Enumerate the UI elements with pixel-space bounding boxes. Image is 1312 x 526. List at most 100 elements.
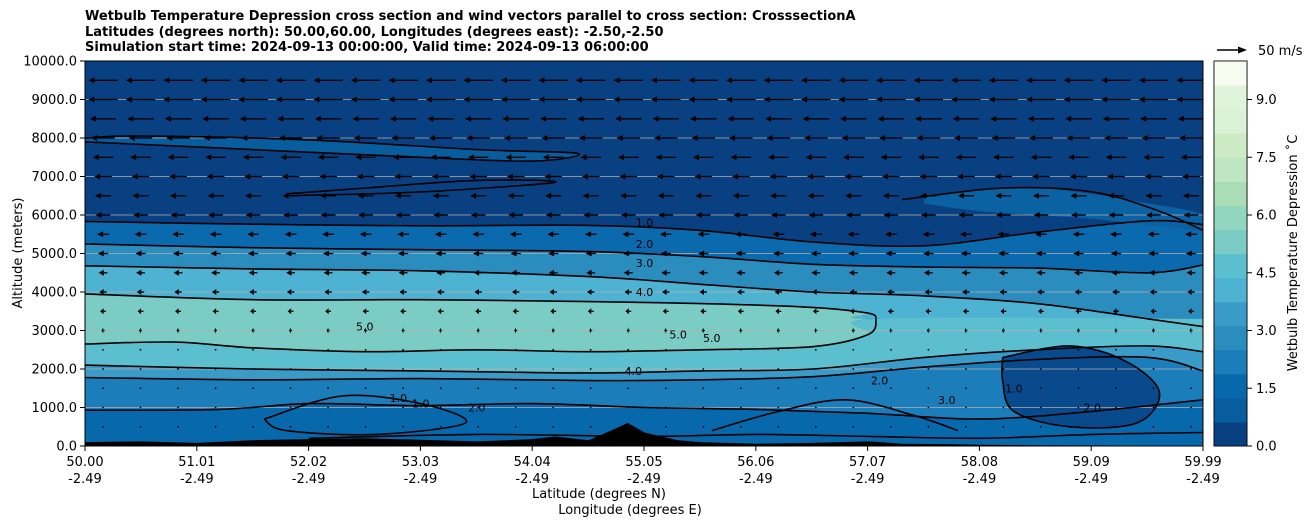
- wind-vector: [664, 425, 667, 428]
- wind-vector-head: [739, 327, 742, 334]
- colorbar-tick-label: 6.0: [1256, 209, 1277, 224]
- wind-vector-head: [737, 289, 742, 295]
- wind-vector-head: [691, 135, 698, 141]
- wind-vector-head: [847, 231, 854, 238]
- wind-vector-head: [512, 289, 517, 295]
- wind-vector-head: [988, 77, 995, 84]
- wind-vector: [1115, 387, 1117, 390]
- x-tick-label-lat: 57.07: [849, 455, 886, 470]
- colorbar-band: [1214, 421, 1247, 447]
- wind-vector: [1077, 348, 1080, 351]
- wind-vector: [589, 387, 592, 390]
- contour-line-1-0: [85, 399, 1203, 420]
- wind-vector-head: [1036, 269, 1042, 276]
- wind-vector-head: [283, 212, 290, 218]
- wind-vector-head: [840, 115, 847, 122]
- x-tick-label-lat: 52.02: [290, 455, 327, 470]
- wind-vector-head: [98, 269, 104, 276]
- y-tick-label: 6000.0: [32, 209, 78, 224]
- wind-vector: [552, 406, 555, 409]
- wind-vector: [1002, 406, 1005, 409]
- wind-vector: [1115, 348, 1117, 351]
- y-tick-label: 4000.0: [32, 286, 78, 301]
- wind-vector: [477, 348, 480, 351]
- contour-line-5-0: [85, 318, 877, 353]
- contour-line-near-surface: [308, 431, 1203, 440]
- x-tick-label-lat: 55.05: [625, 455, 662, 470]
- wind-vector-head: [512, 308, 517, 315]
- wind-vector-head: [701, 327, 704, 334]
- wind-vector-head: [1144, 173, 1151, 180]
- wind-vector-head: [470, 192, 477, 199]
- wind-vector: [814, 406, 817, 409]
- wind-vector: [252, 406, 255, 409]
- wind-vector-head: [166, 135, 173, 141]
- contour-line-tongue: [286, 179, 557, 197]
- wind-vector-head: [802, 115, 809, 122]
- wind-vector-head: [1104, 135, 1111, 141]
- depression-fills: [85, 136, 1203, 446]
- wind-vector-head: [437, 289, 442, 295]
- wind-vector-head: [1189, 327, 1192, 334]
- wind-vector: [702, 425, 705, 428]
- wind-vector: [1190, 406, 1192, 409]
- wind-vector-head: [995, 192, 1002, 199]
- wind-vector-head: [358, 212, 365, 218]
- wind-vector-head: [988, 96, 995, 103]
- wind-vector: [777, 368, 780, 370]
- wind-vector: [965, 406, 967, 409]
- x-tick-label-lon: -2.49: [515, 472, 549, 487]
- contour-label: 1.0: [636, 217, 654, 230]
- wind-vector-head: [886, 269, 892, 276]
- wind-vector-head: [851, 327, 854, 334]
- wind-vector-head: [172, 250, 179, 257]
- wind-vector: [1040, 425, 1042, 428]
- wind-vector-head: [838, 77, 845, 84]
- wind-vector-head: [95, 212, 102, 218]
- wind-vector-head: [996, 212, 1003, 218]
- wind-vector-head: [544, 173, 551, 180]
- wind-vector-head: [352, 115, 359, 122]
- wind-vector-head: [548, 250, 555, 257]
- wind-vector-head: [585, 250, 592, 257]
- wind-vector-head: [391, 135, 398, 141]
- wind-vector-head: [509, 231, 516, 238]
- wind-vector-head: [275, 96, 282, 103]
- x-tick-label-lat: 58.08: [961, 455, 998, 470]
- wind-vector: [1152, 406, 1155, 409]
- quiver-key-label: 50 m/s: [1258, 44, 1303, 59]
- wind-vector-head: [511, 269, 517, 276]
- wind-vector-head: [1148, 250, 1155, 257]
- wind-vector: [214, 425, 217, 428]
- wind-vector-head: [545, 192, 552, 199]
- wind-vector-head: [920, 192, 927, 199]
- wind-vector: [177, 387, 179, 390]
- wind-vector-head: [169, 173, 176, 180]
- wind-vector-head: [319, 173, 326, 180]
- wind-vector-head: [997, 231, 1004, 238]
- wind-vector: [139, 406, 142, 409]
- wind-vector: [364, 368, 367, 370]
- wind-vector-head: [587, 289, 592, 295]
- wind-vector: [1077, 368, 1080, 370]
- wind-vector-head: [1038, 308, 1042, 315]
- wind-vector-head: [1146, 212, 1153, 218]
- wind-vector-head: [241, 135, 248, 141]
- wind-vector-head: [994, 173, 1001, 180]
- x-tick-label-lat: 53.03: [402, 455, 439, 470]
- wind-vector-head: [577, 115, 584, 122]
- x-tick-label-lon: -2.49: [851, 472, 885, 487]
- wind-vector: [1115, 425, 1117, 428]
- wind-vector-head: [887, 308, 892, 315]
- wind-vector: [702, 368, 705, 370]
- wind-vector-head: [1030, 154, 1037, 161]
- wind-vector-head: [770, 192, 777, 199]
- wind-vector-head: [999, 269, 1005, 276]
- wind-vector-head: [876, 77, 883, 84]
- wind-vector: [439, 425, 442, 428]
- wind-vector-head: [210, 250, 217, 257]
- wind-vector: [102, 348, 104, 351]
- wind-vector-head: [1140, 115, 1147, 122]
- wind-vector-head: [395, 212, 402, 218]
- wind-vector-head: [1188, 308, 1192, 315]
